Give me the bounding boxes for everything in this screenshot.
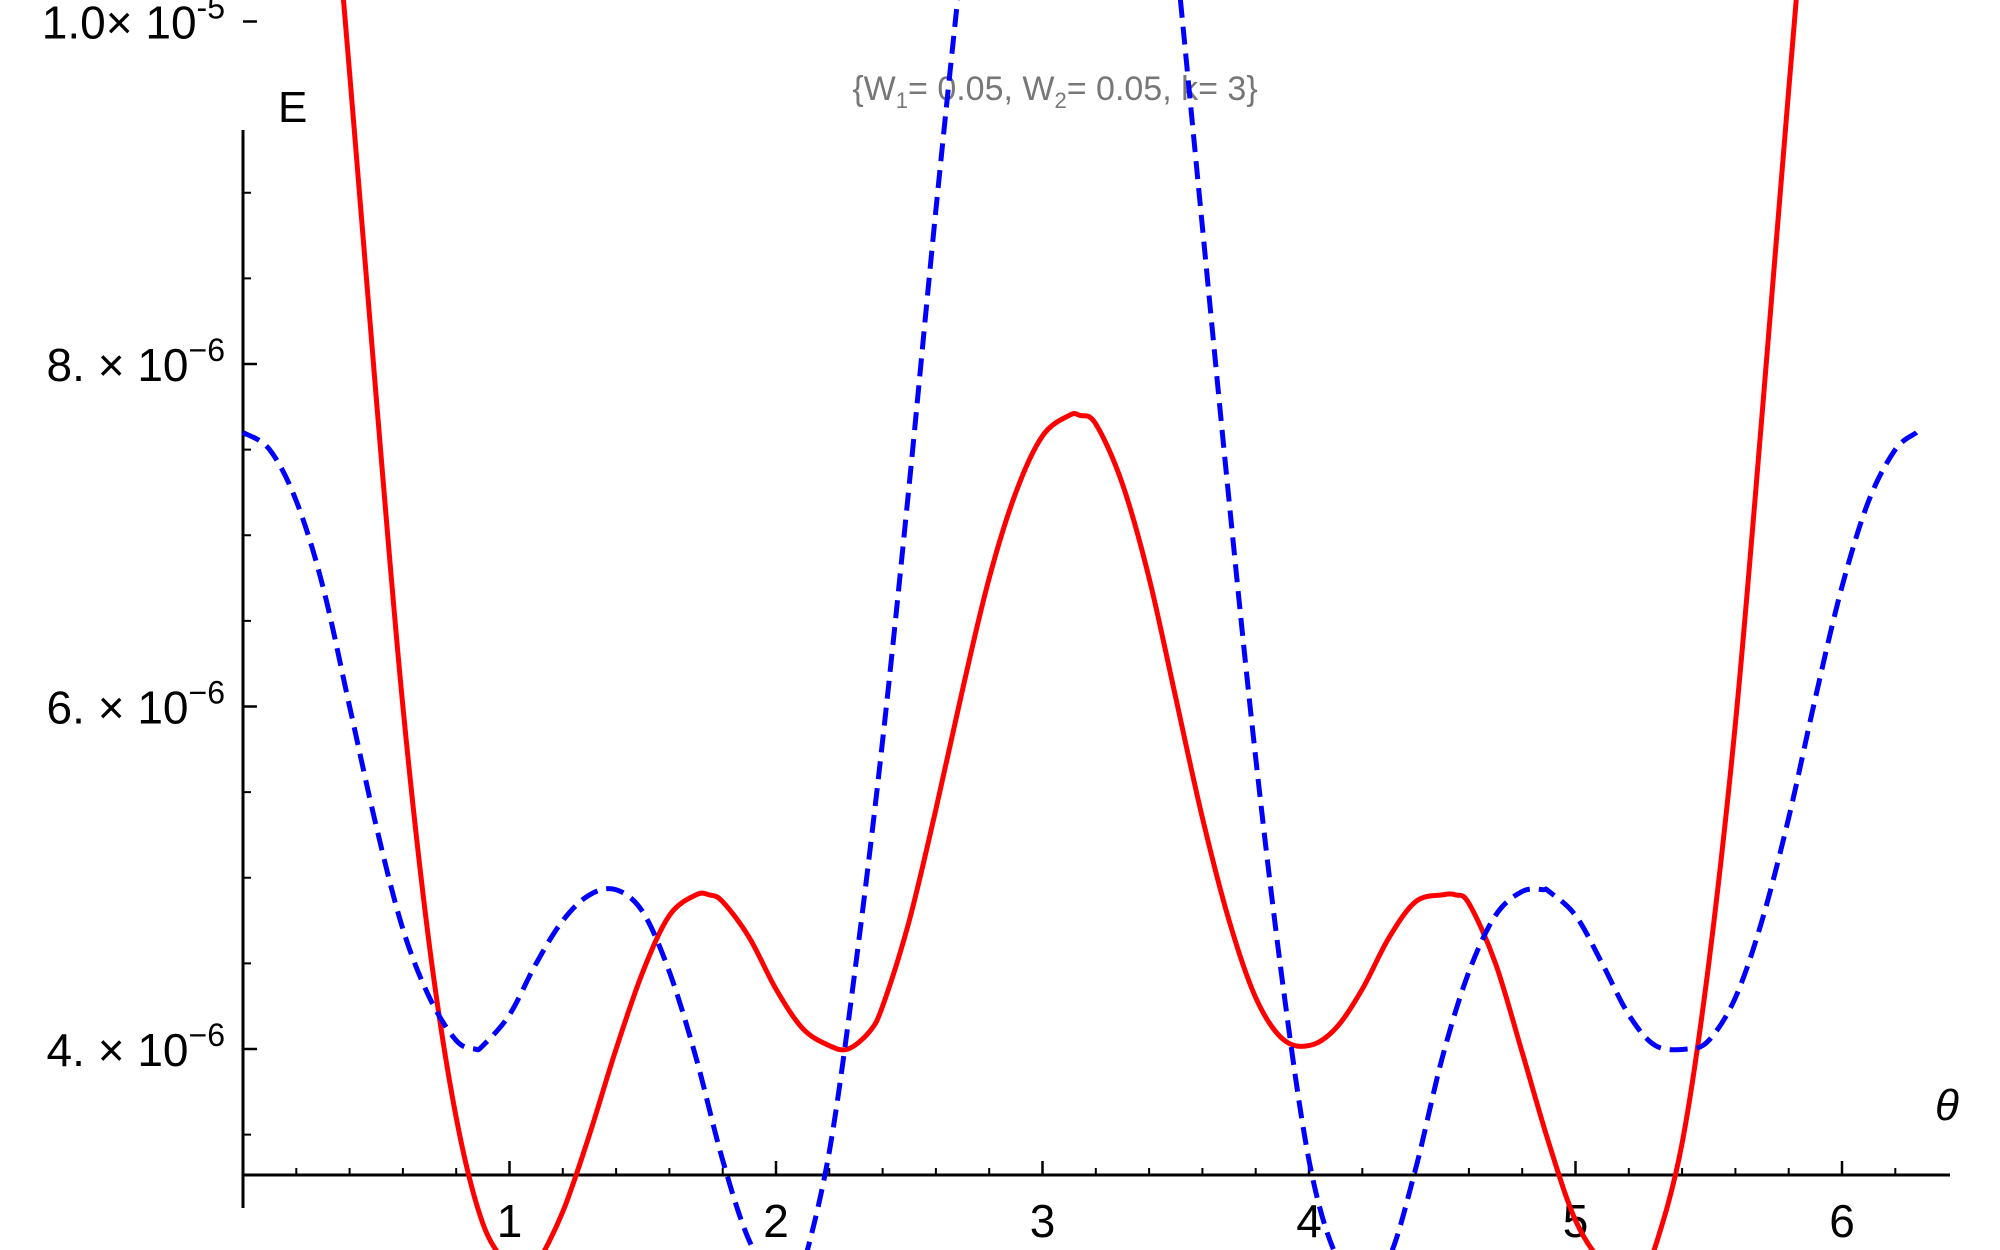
x-tick-label: 3 [1030, 1195, 1056, 1247]
x-axis-label: θ [1935, 1081, 1959, 1130]
x-tick-label: 4 [1296, 1195, 1322, 1247]
y-tick-label: 1.0× 10-5 [42, 0, 225, 49]
chart-title: {W1= 0.05, W2= 0.05, k= 3} [852, 70, 1257, 113]
series-line-dashed-blue [241, 0, 1919, 1250]
y-tick-label: 8. × 10−6 [47, 332, 225, 391]
x-tick-label: 2 [763, 1195, 789, 1247]
plot-area [241, 0, 1919, 1250]
x-tick-label: 1 [497, 1195, 523, 1247]
x-tick-label: 6 [1829, 1195, 1855, 1247]
y-axis: 4. × 10−66. × 10−68. × 10−61.0× 10-51.2×… [42, 0, 257, 1208]
y-axis-label: E [278, 83, 307, 132]
y-tick-label: 6. × 10−6 [47, 675, 225, 734]
y-tick-label: 4. × 10−6 [47, 1017, 225, 1076]
series-line-solid-red [340, 0, 1799, 1250]
